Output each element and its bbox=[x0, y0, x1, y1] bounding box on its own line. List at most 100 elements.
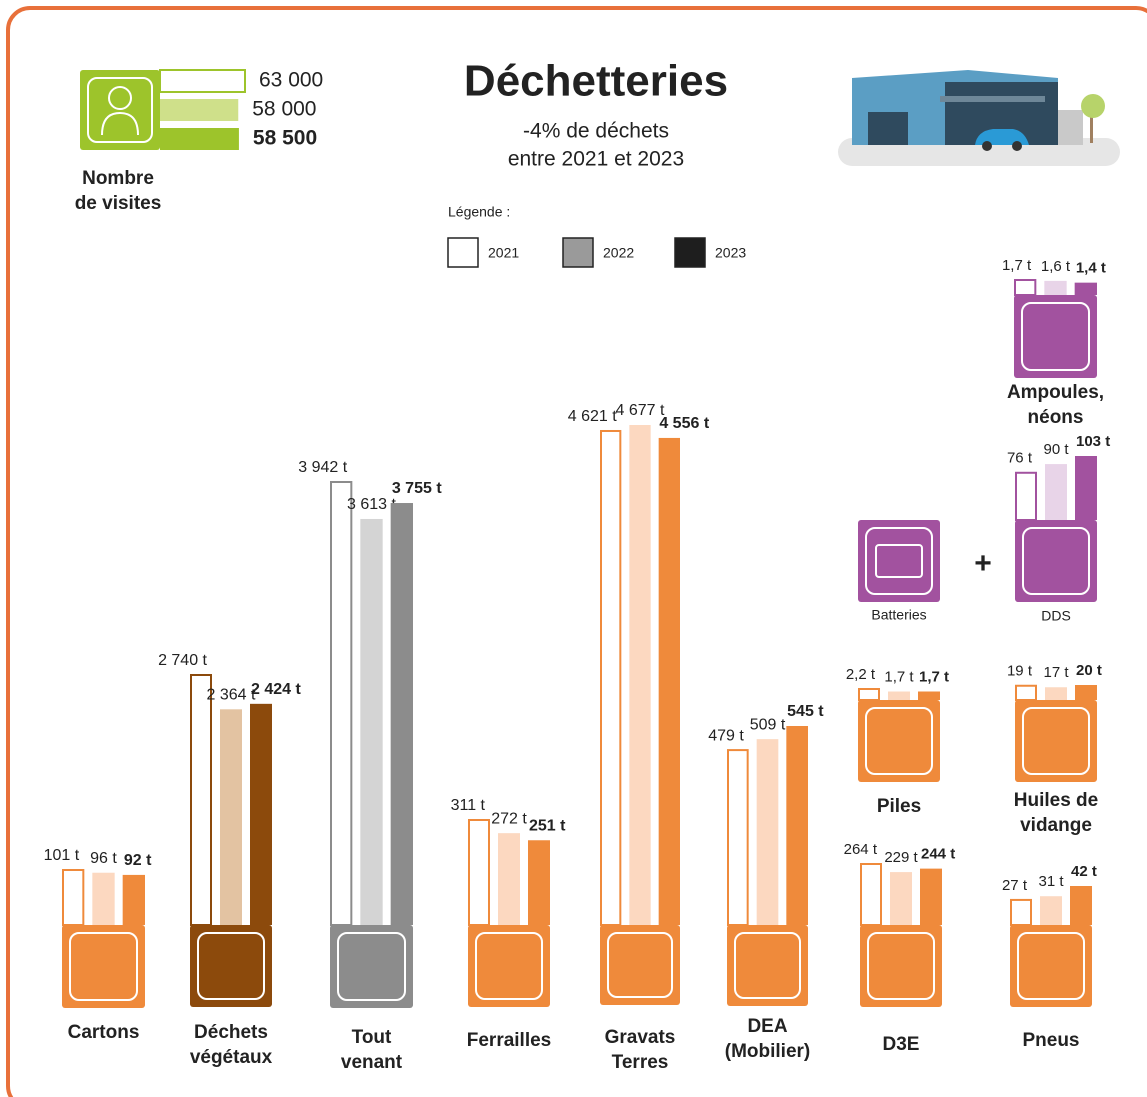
icon-box bbox=[1014, 295, 1097, 378]
bar bbox=[1045, 687, 1067, 700]
group-name: Cartons bbox=[68, 1022, 140, 1043]
legend-label: 2022 bbox=[603, 245, 634, 261]
value-label: 264 t bbox=[844, 841, 878, 858]
icon-frame bbox=[607, 932, 673, 998]
icon-box bbox=[1010, 925, 1092, 1007]
value-label: 4 621 t bbox=[568, 408, 617, 425]
person-body bbox=[101, 111, 139, 136]
bar bbox=[1015, 471, 1037, 522]
value-label: 1,4 t bbox=[1076, 260, 1106, 277]
group-name: Gravats bbox=[605, 1027, 676, 1048]
bar bbox=[498, 833, 520, 925]
icon-box bbox=[727, 925, 808, 1006]
value-label: 20 t bbox=[1076, 662, 1102, 679]
legend-swatch bbox=[674, 237, 706, 268]
plus-sign: + bbox=[974, 547, 992, 580]
bar bbox=[727, 749, 749, 926]
value-label: 1,6 t bbox=[1041, 258, 1071, 275]
bar bbox=[888, 691, 910, 700]
legend-title: Légende : bbox=[448, 204, 510, 220]
icon-frame bbox=[337, 932, 406, 1001]
bar bbox=[860, 863, 882, 926]
batteries-label: Batteries bbox=[871, 607, 926, 623]
building-illustration bbox=[838, 70, 1120, 166]
legend-swatch bbox=[447, 237, 479, 268]
bar bbox=[920, 868, 942, 925]
bar bbox=[1044, 280, 1067, 295]
group-name: Pneus bbox=[1022, 1030, 1079, 1051]
visits-title: de visites bbox=[75, 193, 162, 214]
value-label: 42 t bbox=[1071, 863, 1097, 880]
group-name: vidange bbox=[1020, 815, 1092, 836]
icon-box bbox=[190, 925, 272, 1007]
value-label: 2 424 t bbox=[251, 681, 301, 698]
group-name: D3E bbox=[883, 1034, 920, 1055]
group-name: Piles bbox=[877, 796, 921, 817]
bar bbox=[1074, 282, 1097, 295]
bar bbox=[600, 429, 622, 926]
icon-frame bbox=[1022, 527, 1090, 595]
group-name: Ampoules, bbox=[1007, 382, 1104, 403]
person-head bbox=[108, 86, 132, 110]
value-label: 251 t bbox=[529, 817, 566, 834]
icon-frame bbox=[865, 527, 933, 595]
bar bbox=[786, 726, 808, 925]
value-label: 27 t bbox=[1002, 877, 1028, 894]
value-label: 229 t bbox=[884, 849, 918, 866]
icon-frame bbox=[734, 932, 801, 999]
bar bbox=[1070, 886, 1092, 925]
legend-label: 2023 bbox=[715, 245, 746, 261]
icon-box bbox=[858, 520, 940, 602]
icon-frame bbox=[1021, 302, 1090, 371]
icon-box bbox=[330, 925, 413, 1008]
bar bbox=[890, 872, 912, 925]
value-label: 3 613 t bbox=[347, 496, 396, 513]
icon-frame bbox=[865, 707, 933, 775]
value-label: 1,7 t bbox=[919, 668, 949, 685]
icon-frame bbox=[87, 77, 153, 143]
bar bbox=[1014, 279, 1037, 296]
battery-glyph bbox=[875, 544, 923, 578]
value-label: 103 t bbox=[1076, 433, 1110, 450]
bar bbox=[658, 437, 680, 925]
icon-box bbox=[468, 925, 550, 1007]
legend-label: 2021 bbox=[488, 245, 519, 261]
group-name: DEA bbox=[747, 1016, 787, 1037]
visits-title: Nombre bbox=[82, 168, 154, 189]
icon-box bbox=[860, 925, 942, 1007]
visit-bar bbox=[160, 128, 239, 150]
subtitle: -4% de déchets bbox=[523, 120, 669, 143]
value-label: 31 t bbox=[1038, 873, 1064, 890]
legend-swatch bbox=[562, 237, 594, 268]
visit-label: 58 500 bbox=[253, 127, 317, 150]
visit-bar bbox=[159, 69, 246, 93]
bar bbox=[92, 872, 115, 925]
value-label: 76 t bbox=[1007, 450, 1033, 467]
icon-frame bbox=[69, 932, 138, 1001]
group-name: Déchets bbox=[194, 1022, 268, 1043]
subtitle: entre 2021 et 2023 bbox=[508, 148, 684, 171]
bar bbox=[330, 481, 353, 926]
value-label: 311 t bbox=[451, 797, 486, 814]
icon-box bbox=[600, 925, 680, 1005]
group-name: néons bbox=[1028, 407, 1084, 428]
value-label: 272 t bbox=[491, 810, 527, 827]
icon-box bbox=[1015, 700, 1097, 782]
value-label: 2,2 t bbox=[846, 666, 876, 683]
bar bbox=[250, 703, 272, 925]
value-label: 4 556 t bbox=[659, 415, 709, 432]
bar bbox=[62, 869, 85, 926]
value-label: 4 677 t bbox=[616, 402, 665, 419]
bar bbox=[1015, 684, 1037, 701]
value-label: 92 t bbox=[124, 852, 152, 869]
bar bbox=[629, 425, 651, 925]
value-label: 1,7 t bbox=[884, 668, 914, 685]
bar bbox=[1045, 464, 1067, 520]
group-name: Terres bbox=[612, 1052, 669, 1073]
value-label: 17 t bbox=[1043, 664, 1069, 681]
value-label: 1,7 t bbox=[1002, 257, 1032, 274]
value-label: 96 t bbox=[90, 850, 117, 867]
value-label: 90 t bbox=[1043, 441, 1069, 458]
